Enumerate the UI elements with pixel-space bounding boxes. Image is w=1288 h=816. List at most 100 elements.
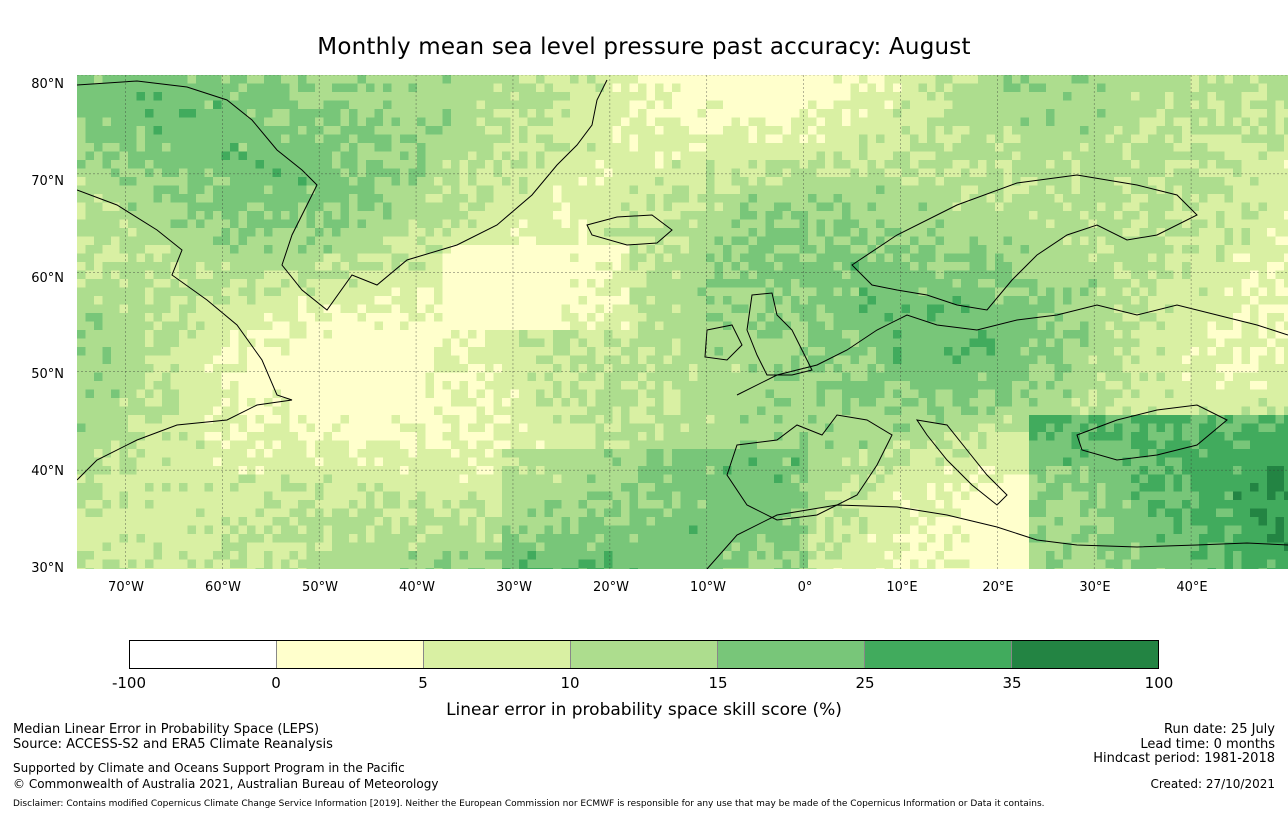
skill-cell <box>136 296 146 305</box>
skill-cell <box>1139 347 1149 356</box>
skill-cell <box>714 126 724 135</box>
skill-cell <box>595 355 605 365</box>
skill-cell <box>451 253 460 263</box>
skill-cell <box>638 219 647 229</box>
skill-cell <box>842 177 851 186</box>
skill-cell <box>672 117 681 127</box>
skill-cell <box>349 304 358 314</box>
skill-cell <box>1156 160 1166 169</box>
skill-cell <box>400 219 409 229</box>
skill-cell <box>1173 185 1183 195</box>
skill-cell <box>816 279 826 288</box>
skill-cell <box>1156 253 1166 263</box>
skill-cell <box>145 228 154 237</box>
skill-cell <box>519 296 528 305</box>
skill-cell <box>1080 364 1089 373</box>
skill-cell <box>1173 321 1183 331</box>
skill-cell <box>893 304 902 314</box>
skill-cell <box>349 92 358 101</box>
skill-cell <box>740 364 749 373</box>
skill-cell <box>1224 262 1234 271</box>
skill-cell <box>400 245 409 254</box>
skill-cell <box>663 177 673 186</box>
skill-cell <box>1012 109 1021 118</box>
skill-cell <box>672 109 681 118</box>
skill-cell <box>1267 347 1276 356</box>
skill-cell <box>366 151 375 161</box>
skill-cell <box>204 83 214 93</box>
skill-cell <box>1003 83 1013 93</box>
skill-cell <box>774 330 783 339</box>
skill-cell <box>204 134 214 144</box>
skill-cell <box>663 92 673 101</box>
skill-cell <box>553 202 562 212</box>
skill-cell <box>400 287 409 297</box>
skill-cell <box>442 330 452 339</box>
skill-cell <box>1054 245 1064 254</box>
skill-cell <box>799 100 809 110</box>
skill-cell <box>731 313 741 322</box>
skill-cell <box>689 177 698 186</box>
skill-cell <box>247 211 256 220</box>
skill-cell <box>1105 364 1115 373</box>
skill-cell <box>119 109 129 118</box>
skill-cell <box>672 236 681 246</box>
skill-cell <box>1029 194 1038 203</box>
skill-cell <box>468 236 477 246</box>
skill-cell <box>952 134 962 144</box>
skill-cell <box>1012 364 1021 373</box>
skill-cell <box>578 228 588 237</box>
skill-cell <box>170 134 180 144</box>
skill-cell <box>570 194 579 203</box>
skill-cell <box>1241 262 1251 271</box>
skill-cell <box>876 109 885 118</box>
skill-cell <box>740 83 749 93</box>
skill-cell <box>102 253 112 263</box>
skill-cell <box>281 117 290 127</box>
skill-cell <box>136 151 146 161</box>
skill-cell <box>502 92 511 101</box>
skill-cell <box>1054 219 1064 229</box>
skill-cell <box>612 211 622 220</box>
skill-cell <box>910 134 919 144</box>
skill-cell <box>850 194 860 203</box>
skill-cell <box>408 262 418 271</box>
skill-cell <box>638 287 647 297</box>
skill-cell <box>357 245 367 254</box>
skill-cell <box>1020 100 1030 110</box>
skill-cell <box>1258 245 1268 254</box>
skill-cell <box>918 219 928 229</box>
skill-cell <box>417 168 426 178</box>
skill-cell <box>451 117 460 127</box>
skill-cell <box>502 262 511 271</box>
skill-cell <box>927 143 936 152</box>
skill-cell <box>612 296 622 305</box>
skill-cell <box>1122 83 1132 93</box>
skill-cell <box>476 109 486 118</box>
skill-cell <box>391 279 401 288</box>
skill-cell <box>553 211 562 220</box>
skill-cell <box>1216 185 1225 195</box>
skill-cell <box>587 75 596 84</box>
skill-cell <box>230 92 239 101</box>
skill-cell <box>485 151 494 161</box>
skill-cell <box>859 338 868 348</box>
skill-cell <box>323 126 333 135</box>
skill-cell <box>1258 151 1268 161</box>
skill-cell <box>170 177 180 186</box>
skill-cell <box>502 279 511 288</box>
skill-cell <box>349 330 358 339</box>
skill-cell <box>723 194 732 203</box>
skill-cell <box>638 134 647 144</box>
skill-cell <box>995 83 1004 93</box>
skill-cell <box>1097 253 1106 263</box>
skill-cell <box>102 160 112 169</box>
skill-cell <box>765 313 775 322</box>
skill-cell <box>944 75 953 84</box>
skill-cell <box>1267 202 1276 212</box>
skill-cell <box>255 355 265 365</box>
skill-cell <box>128 75 137 84</box>
skill-cell <box>94 134 103 144</box>
skill-cell <box>315 194 324 203</box>
skill-cell <box>255 177 265 186</box>
